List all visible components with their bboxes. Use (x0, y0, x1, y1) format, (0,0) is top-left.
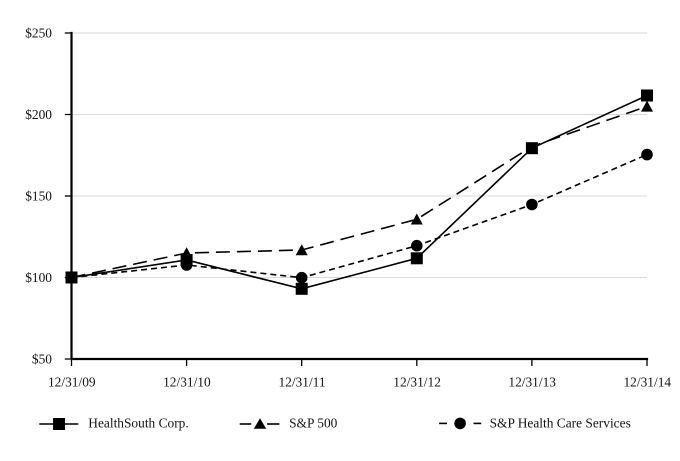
svg-text:12/31/09: 12/31/09 (48, 375, 96, 390)
svg-text:$250: $250 (25, 26, 52, 41)
svg-text:HealthSouth Corp.: HealthSouth Corp. (88, 416, 188, 431)
svg-text:12/31/13: 12/31/13 (508, 375, 556, 390)
svg-text:S&P Health Care Services: S&P Health Care Services (490, 416, 631, 431)
svg-text:12/31/14: 12/31/14 (623, 375, 671, 390)
svg-text:12/31/11: 12/31/11 (278, 375, 325, 390)
svg-text:12/31/12: 12/31/12 (393, 375, 441, 390)
svg-text:$150: $150 (25, 189, 52, 204)
svg-text:$200: $200 (25, 107, 52, 122)
svg-text:$100: $100 (25, 270, 52, 285)
svg-text:$50: $50 (32, 352, 52, 367)
svg-text:S&P 500: S&P 500 (289, 416, 338, 431)
svg-text:12/31/10: 12/31/10 (163, 375, 211, 390)
